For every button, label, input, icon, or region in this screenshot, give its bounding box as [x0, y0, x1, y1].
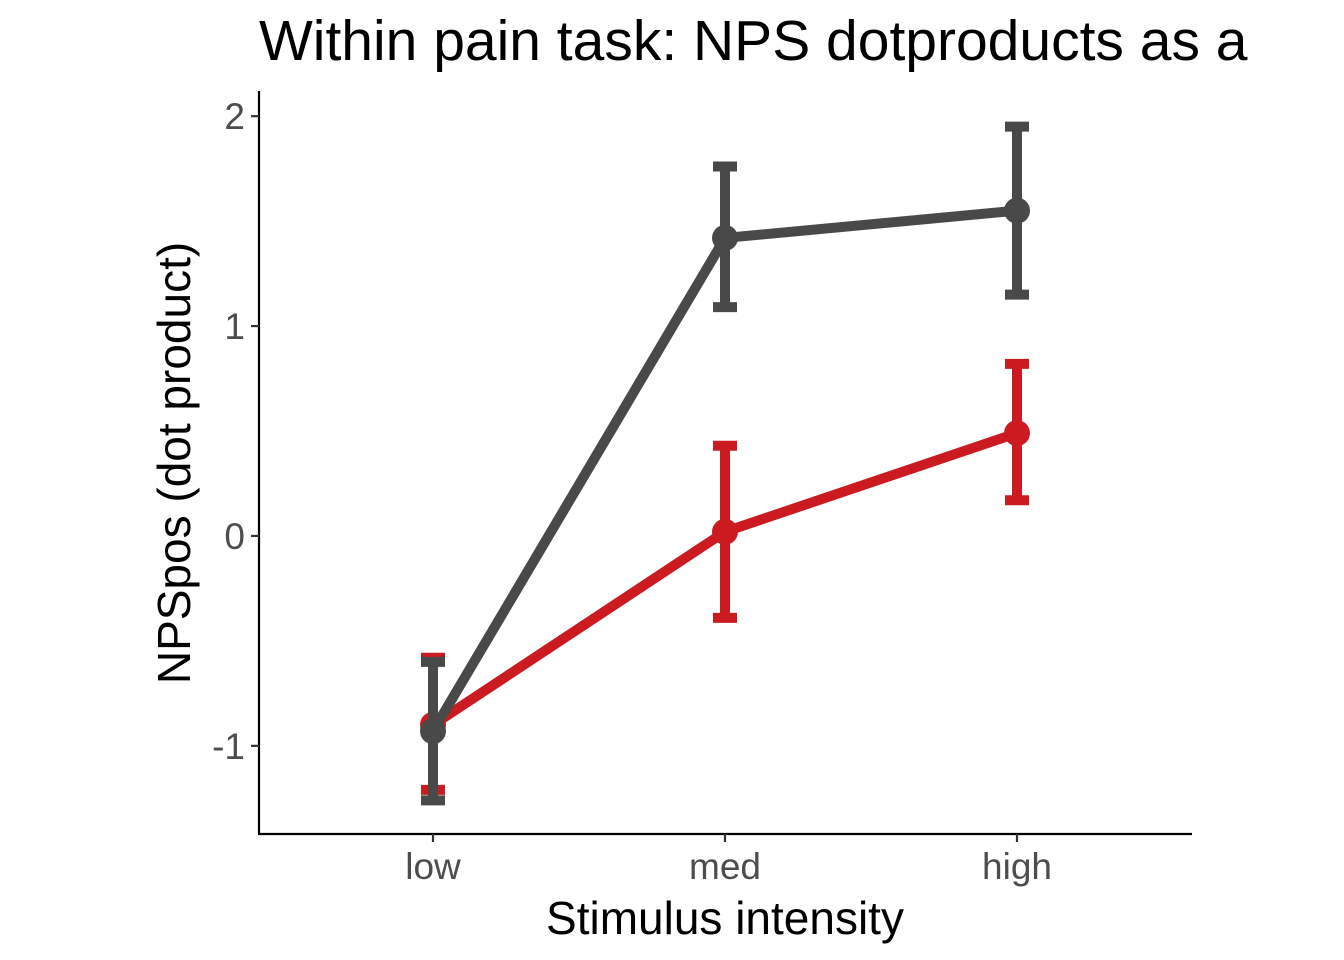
x-ticks: low med high [405, 834, 1052, 887]
series-1 [420, 121, 1030, 806]
y-tick-label: -1 [212, 726, 245, 767]
data-point [712, 224, 738, 251]
series-layer [420, 121, 1030, 806]
data-point [1004, 420, 1030, 447]
y-tick-label: 2 [224, 96, 245, 137]
y-ticks: -1 0 1 2 [212, 96, 259, 767]
x-tick-label: high [982, 846, 1052, 887]
x-tick-label: med [689, 846, 761, 887]
chart-title: Within pain task: NPS dotproducts as a [259, 9, 1248, 73]
x-axis-title: Stimulus intensity [546, 892, 904, 944]
x-tick-label: low [405, 846, 461, 887]
data-point [1004, 197, 1030, 224]
data-point [712, 518, 738, 545]
series-0 [420, 358, 1030, 795]
y-tick-label: 0 [224, 516, 245, 557]
y-axis-title: NPSpos (dot product) [148, 242, 200, 684]
y-tick-label: 1 [224, 306, 245, 347]
data-point [420, 718, 446, 745]
